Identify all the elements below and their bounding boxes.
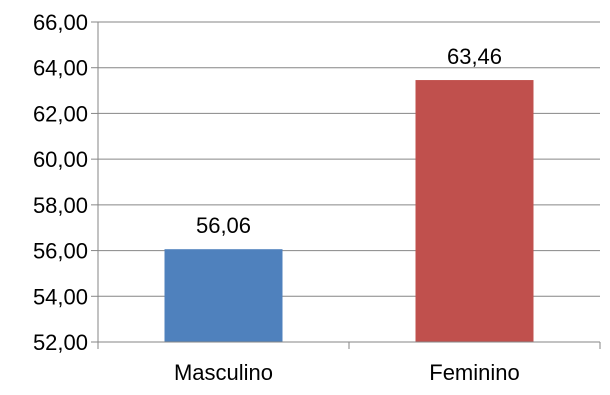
y-tick-label: 54,00 xyxy=(33,284,88,309)
axes xyxy=(91,21,601,349)
y-tick-label: 64,00 xyxy=(33,56,88,81)
labels: 52,00 54,00 56,00 58,00 60,00 62,00 64,00 66,00… xyxy=(33,10,520,385)
y-tick-label: 60,00 xyxy=(33,147,88,172)
bars xyxy=(164,80,534,343)
y-tick-label: 62,00 xyxy=(33,101,88,126)
data-label: 63,46 xyxy=(447,44,502,69)
data-label: 56,06 xyxy=(196,213,251,238)
y-tick-label: 52,00 xyxy=(33,330,88,355)
bar-feminino xyxy=(415,80,534,343)
y-tick-label: 56,00 xyxy=(33,239,88,264)
bar-masculino xyxy=(164,249,283,342)
y-tick-label: 58,00 xyxy=(33,193,88,218)
y-tick-label: 66,00 xyxy=(33,10,88,35)
x-category-label: Feminino xyxy=(429,360,519,385)
x-category-label: Masculino xyxy=(174,360,273,385)
